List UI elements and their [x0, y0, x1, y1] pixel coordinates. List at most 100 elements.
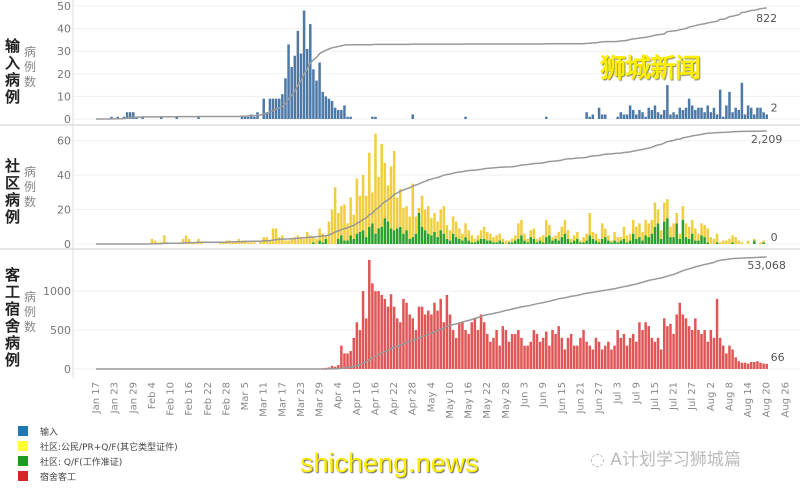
bar — [672, 237, 675, 244]
bar — [622, 114, 626, 119]
legend-label: 社区: Q/F(工作准证) — [40, 457, 123, 468]
bar — [694, 228, 697, 241]
bar — [371, 283, 374, 369]
bar — [722, 240, 725, 244]
bar — [684, 223, 688, 238]
bar — [243, 240, 247, 244]
bar — [737, 109, 741, 119]
bar — [479, 238, 483, 244]
bar — [427, 233, 430, 244]
bar — [330, 100, 334, 119]
x-tick-label: Jun 9 — [538, 382, 549, 408]
x-tick-label: Feb 4 — [147, 382, 158, 409]
bar — [358, 330, 362, 369]
bar — [563, 233, 567, 244]
bar — [619, 337, 623, 369]
bar — [448, 230, 452, 241]
bar — [343, 204, 346, 241]
bar — [135, 116, 138, 119]
bar — [560, 337, 564, 369]
bar — [678, 238, 682, 244]
bar — [669, 237, 672, 244]
bar — [641, 231, 644, 241]
bar — [473, 318, 477, 369]
bar — [622, 333, 626, 369]
bar — [538, 240, 542, 244]
bar — [408, 216, 411, 239]
bar — [647, 223, 650, 238]
bar — [380, 294, 383, 369]
bar — [411, 237, 415, 244]
bar — [638, 223, 641, 238]
bar — [420, 226, 424, 244]
bar — [374, 291, 377, 369]
wechat-icon: ◌ — [590, 450, 611, 470]
bar — [482, 322, 486, 369]
bar — [417, 207, 421, 213]
y-tick-label: 10 — [57, 90, 71, 103]
bar — [433, 231, 436, 244]
bar — [293, 55, 297, 119]
bar — [153, 240, 157, 244]
bar — [762, 363, 765, 369]
bar — [324, 238, 328, 244]
bar — [579, 242, 582, 244]
bar — [616, 330, 619, 369]
bar — [591, 349, 595, 369]
bar — [650, 233, 654, 244]
bar — [712, 337, 716, 369]
bar — [628, 233, 632, 241]
bar — [690, 105, 694, 119]
bar — [746, 363, 750, 369]
bar — [687, 326, 691, 369]
bar — [141, 116, 144, 119]
bar — [231, 242, 234, 244]
watermark-account-text: A计划学习狮城篇 — [610, 450, 741, 470]
bar — [700, 333, 703, 369]
bar — [594, 337, 598, 369]
x-tick-label: Jan 17 — [91, 382, 102, 414]
bar — [625, 235, 629, 243]
bar — [548, 225, 551, 236]
last-value-label: 0 — [771, 231, 778, 244]
bar — [486, 333, 489, 369]
bar — [616, 237, 619, 243]
bar — [110, 116, 113, 119]
bar — [504, 330, 508, 369]
x-tick-label: Mar 17 — [277, 382, 288, 417]
ylabel-community: 病例数 — [24, 165, 37, 209]
bar — [513, 240, 517, 244]
bar — [635, 226, 638, 239]
x-tick-label: Feb 28 — [221, 382, 232, 416]
bar — [287, 240, 290, 244]
bar — [392, 230, 396, 244]
bar — [399, 226, 402, 244]
x-tick-label: Jun 21 — [575, 382, 586, 415]
bar — [659, 230, 663, 239]
bar — [495, 330, 498, 369]
bar — [302, 238, 306, 244]
bar — [309, 24, 312, 119]
x-tick-label: Jan 29 — [128, 382, 139, 414]
bar — [675, 314, 678, 369]
bar — [678, 107, 682, 119]
bar — [663, 202, 666, 222]
x-tick-label: Mar 11 — [259, 382, 270, 417]
bar — [709, 112, 713, 119]
bar — [414, 330, 418, 369]
bar — [749, 107, 753, 119]
bar — [569, 242, 573, 244]
bar — [371, 116, 374, 119]
bar — [336, 109, 340, 119]
bar — [473, 242, 477, 244]
bar — [420, 306, 424, 369]
bar — [715, 114, 719, 119]
bar — [656, 209, 660, 224]
bar — [399, 188, 402, 227]
bar — [566, 238, 570, 244]
bar — [200, 242, 203, 244]
bar — [597, 238, 601, 243]
bar — [175, 116, 179, 119]
